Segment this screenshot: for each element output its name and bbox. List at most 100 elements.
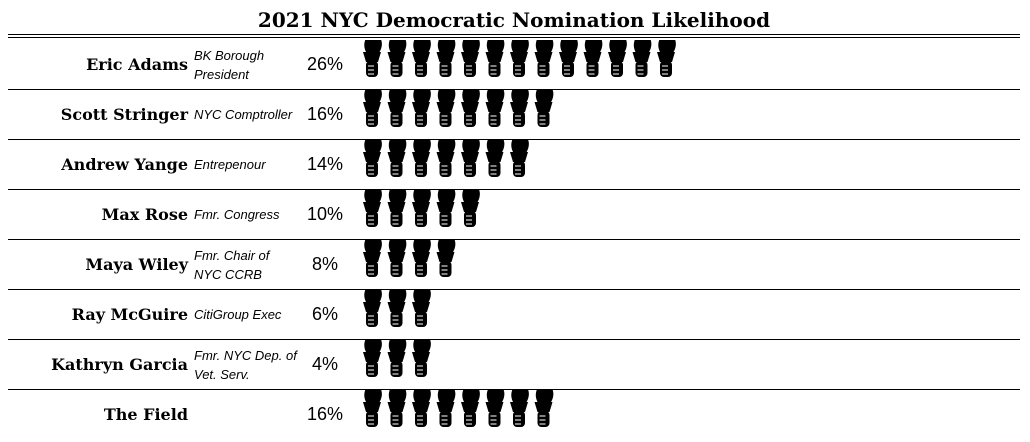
torch-icon bbox=[363, 240, 382, 277]
candidate-row: Scott Stringer NYC Comptroller 16% bbox=[8, 90, 1020, 140]
icon-strip bbox=[360, 40, 980, 89]
torch-icon bbox=[436, 90, 456, 127]
candidate-role: Fmr. NYC Dep. of Vet. Serv. bbox=[194, 347, 297, 382]
torch-icon bbox=[461, 140, 480, 177]
torch-icon bbox=[412, 240, 431, 277]
percent-label: 16% bbox=[306, 104, 344, 124]
torch-icon bbox=[510, 40, 529, 77]
torch-icon bbox=[387, 190, 407, 227]
torch-icon bbox=[461, 40, 480, 77]
percent-label: 4% bbox=[311, 354, 338, 374]
candidate-name: Maya Wiley bbox=[85, 255, 188, 274]
torch-icon bbox=[387, 390, 407, 427]
torch-icon bbox=[387, 340, 407, 377]
candidate-role: Fmr. Chair of NYC CCRB bbox=[194, 247, 270, 282]
torch-icon bbox=[436, 40, 456, 77]
candidate-name: Max Rose bbox=[101, 205, 188, 224]
torch-icon bbox=[632, 40, 652, 77]
percent-label: 10% bbox=[306, 204, 344, 224]
torch-icon bbox=[461, 390, 480, 427]
candidate-role bbox=[194, 390, 298, 439]
torch-icon bbox=[534, 40, 554, 77]
title-rule-2 bbox=[8, 37, 1020, 38]
title-rule bbox=[8, 34, 1020, 35]
torch-icon bbox=[657, 40, 676, 77]
torch-icon bbox=[363, 340, 382, 377]
torch-icon bbox=[461, 90, 480, 127]
icon-strip bbox=[360, 340, 980, 389]
torch-icon bbox=[534, 390, 554, 427]
torch-icon bbox=[363, 140, 382, 177]
torch-icon bbox=[412, 190, 431, 227]
torch-icon bbox=[387, 40, 407, 77]
candidate-name: Scott Stringer bbox=[60, 105, 188, 124]
torch-icon bbox=[387, 240, 407, 277]
candidate-row: Eric Adams BK Borough President 26% bbox=[8, 40, 1020, 90]
torch-icon bbox=[510, 90, 529, 127]
torch-icon bbox=[510, 140, 529, 177]
torch-icon bbox=[363, 390, 382, 427]
torch-icon bbox=[363, 90, 382, 127]
torch-icon bbox=[387, 90, 407, 127]
icon-strip-svg bbox=[363, 240, 456, 277]
torch-icon bbox=[436, 190, 456, 227]
candidate-name: Andrew Yange bbox=[61, 155, 188, 174]
percent-label: 8% bbox=[311, 254, 338, 274]
torch-icon bbox=[387, 140, 407, 177]
torch-icon bbox=[412, 390, 431, 427]
icon-strip-svg bbox=[363, 390, 554, 427]
candidate-name: Eric Adams bbox=[86, 55, 188, 74]
percent-label: 16% bbox=[306, 404, 344, 424]
torch-icon bbox=[363, 190, 382, 227]
candidate-row: Kathryn Garcia Fmr. NYC Dep. of Vet. Serv… bbox=[8, 340, 1020, 390]
candidate-row: Andrew Yange Entrepenour 14% bbox=[8, 140, 1020, 190]
icon-strip-svg bbox=[363, 140, 529, 177]
candidate-name: Kathryn Garcia bbox=[51, 355, 188, 374]
icon-strip-svg bbox=[363, 40, 676, 77]
torch-icon bbox=[363, 290, 382, 327]
chart-container: 2021 NYC Democratic Nomination Likelihoo… bbox=[8, 6, 1020, 442]
torch-icon bbox=[387, 290, 407, 327]
icon-strip-svg bbox=[363, 290, 431, 327]
torch-icon bbox=[436, 140, 456, 177]
torch-icon bbox=[412, 340, 431, 377]
icon-strip-svg bbox=[363, 90, 554, 127]
candidate-name: The Field bbox=[103, 405, 188, 424]
torch-icon bbox=[510, 390, 529, 427]
icon-strip-svg bbox=[363, 190, 480, 227]
torch-icon bbox=[559, 40, 578, 77]
icon-strip bbox=[360, 390, 980, 439]
chart-title: 2021 NYC Democratic Nomination Likelihoo… bbox=[257, 8, 771, 32]
percent-label: 14% bbox=[306, 154, 344, 174]
torch-icon bbox=[412, 140, 431, 177]
percent-label: 6% bbox=[311, 304, 338, 324]
icon-strip bbox=[360, 140, 980, 189]
torch-icon bbox=[534, 90, 554, 127]
candidate-role: Entrepenour bbox=[194, 157, 266, 172]
icon-strip bbox=[360, 240, 980, 289]
candidate-row: Maya Wiley Fmr. Chair of NYC CCRB 8% bbox=[8, 240, 1020, 290]
torch-icon bbox=[485, 40, 505, 77]
candidate-row: The Field 16% bbox=[8, 390, 1020, 439]
torch-icon bbox=[461, 190, 480, 227]
candidate-name: Ray McGuire bbox=[71, 305, 188, 324]
torch-icon bbox=[485, 90, 505, 127]
torch-icon bbox=[412, 290, 431, 327]
torch-icon bbox=[583, 40, 603, 77]
candidate-role: Fmr. Congress bbox=[194, 207, 280, 222]
torch-icon bbox=[436, 240, 456, 277]
torch-icon bbox=[608, 40, 627, 77]
candidate-role: BK Borough President bbox=[194, 47, 265, 82]
candidate-row: Ray McGuire CitiGroup Exec 6% bbox=[8, 290, 1020, 340]
icon-strip-svg bbox=[363, 340, 431, 377]
candidate-role: CitiGroup Exec bbox=[194, 307, 282, 322]
torch-icon bbox=[412, 40, 431, 77]
icon-strip bbox=[360, 190, 980, 239]
torch-icon bbox=[485, 140, 505, 177]
candidate-row: Max Rose Fmr. Congress 10% bbox=[8, 190, 1020, 240]
torch-icon bbox=[436, 390, 456, 427]
torch-icon bbox=[412, 90, 431, 127]
chart-rows: Eric Adams BK Borough President 26% Scott S… bbox=[8, 40, 1020, 439]
icon-strip bbox=[360, 90, 980, 139]
torch-icon bbox=[363, 40, 382, 77]
